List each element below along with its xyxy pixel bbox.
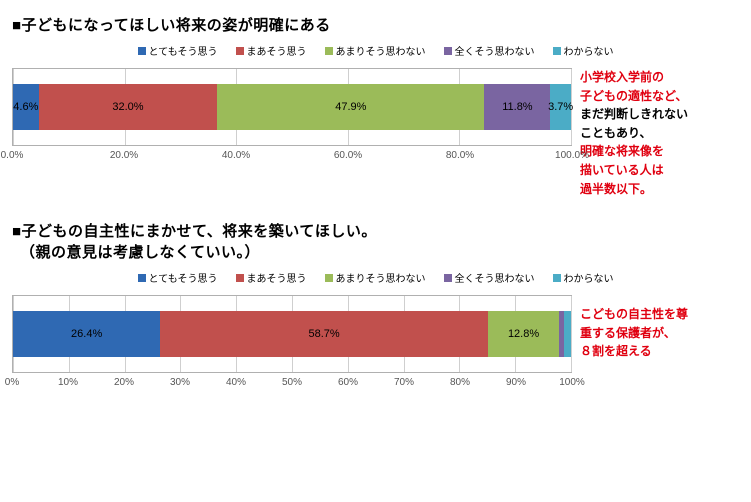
bar-segment-3: 12.8% (488, 311, 559, 357)
axis-tick-label: 60.0% (334, 150, 362, 161)
bar-segment-3: 47.9% (217, 84, 484, 130)
note-line: 重する保護者が、 (580, 324, 732, 343)
note-line: こともあり、 (580, 124, 732, 143)
axis-tick-label: 60% (338, 377, 358, 388)
bar-segment-2: 58.7% (160, 311, 488, 357)
axis-tick-label: 50% (282, 377, 302, 388)
axis-tick-label: 30% (170, 377, 190, 388)
chart-2-plot: 26.4%58.7%12.8% (12, 295, 572, 373)
chart-1-axis: 0.0%20.0%40.0%60.0%80.0%100.0% (12, 148, 572, 164)
note-line: 描いている人は (580, 161, 732, 180)
axis-tick-label: 80% (450, 377, 470, 388)
legend-item-3: あまりそう思わない (325, 270, 426, 285)
note-line: 子どもの適性など、 (580, 87, 732, 106)
axis-tick-label: 70% (394, 377, 414, 388)
stacked-bar: 4.6%32.0%47.9%11.8%3.7% (13, 69, 571, 145)
note-line: 小学校入学前の (580, 68, 732, 87)
axis-tick-label: 20.0% (110, 150, 138, 161)
note-line: ８割を超える (580, 342, 732, 361)
note-line: こどもの自主性を尊 (580, 305, 732, 324)
note-line: 過半数以下。 (580, 180, 732, 199)
gridline (571, 296, 572, 372)
stacked-bar: 26.4%58.7%12.8% (13, 296, 571, 372)
axis-tick-label: 90% (506, 377, 526, 388)
legend-item-1: とてもそう思う (138, 270, 218, 285)
swatch-5 (553, 47, 561, 55)
chart-1-title: ■子どもになってほしい将来の姿が明確にある (12, 14, 739, 35)
legend-item-3: あまりそう思わない (325, 43, 426, 58)
chart-2-legend: とてもそう思う まあそう思う あまりそう思わない 全くそう思わない わからない (12, 270, 739, 285)
swatch-3 (325, 47, 333, 55)
bar-segment-5 (564, 311, 571, 357)
axis-tick-label: 10% (58, 377, 78, 388)
chart-1: ■子どもになってほしい将来の姿が明確にある とてもそう思う まあそう思う あまり… (12, 14, 739, 198)
chart-1-note: 小学校入学前の子どもの適性など、まだ判断しきれないこともあり、明確な将来像を描い… (572, 68, 732, 198)
chart-2-title: ■子どもの自主性にまかせて、将来を築いてほしい。 （親の意見は考慮しなくていい。… (12, 220, 739, 262)
axis-tick-label: 0% (5, 377, 19, 388)
bar-segment-2: 32.0% (39, 84, 218, 130)
chart-1-legend: とてもそう思う まあそう思う あまりそう思わない 全くそう思わない わからない (12, 43, 739, 58)
legend-item-2: まあそう思う (236, 270, 307, 285)
swatch-4 (444, 47, 452, 55)
axis-tick-label: 20% (114, 377, 134, 388)
bar-segment-5: 3.7% (550, 84, 571, 130)
chart-1-plot: 4.6%32.0%47.9%11.8%3.7% (12, 68, 572, 146)
bar-segment-1: 4.6% (13, 84, 39, 130)
axis-tick-label: 80.0% (446, 150, 474, 161)
swatch-2 (236, 274, 244, 282)
swatch-1 (138, 47, 146, 55)
legend-item-1: とてもそう思う (138, 43, 218, 58)
bar-segment-1: 26.4% (13, 311, 160, 357)
legend-item-2: まあそう思う (236, 43, 307, 58)
legend-item-5: わからない (553, 270, 614, 285)
bar-segment-4: 11.8% (484, 84, 550, 130)
chart-2-axis: 0%10%20%30%40%50%60%70%80%90%100% (12, 375, 572, 391)
legend-item-5: わからない (553, 43, 614, 58)
axis-tick-label: 100% (559, 377, 585, 388)
axis-tick-label: 100.0% (555, 150, 589, 161)
note-line: 明確な将来像を (580, 142, 732, 161)
swatch-2 (236, 47, 244, 55)
axis-tick-label: 40% (226, 377, 246, 388)
axis-tick-label: 40.0% (222, 150, 250, 161)
note-line: まだ判断しきれない (580, 105, 732, 124)
chart-2-row: 26.4%58.7%12.8% 0%10%20%30%40%50%60%70%8… (12, 295, 739, 391)
legend-item-4: 全くそう思わない (444, 270, 535, 285)
swatch-1 (138, 274, 146, 282)
chart-1-row: 4.6%32.0%47.9%11.8%3.7% 0.0%20.0%40.0%60… (12, 68, 739, 198)
swatch-3 (325, 274, 333, 282)
chart-2-note: こどもの自主性を尊重する保護者が、８割を超える (572, 295, 732, 391)
axis-tick-label: 0.0% (1, 150, 24, 161)
legend-item-4: 全くそう思わない (444, 43, 535, 58)
chart-2: ■子どもの自主性にまかせて、将来を築いてほしい。 （親の意見は考慮しなくていい。… (12, 220, 739, 391)
swatch-5 (553, 274, 561, 282)
swatch-4 (444, 274, 452, 282)
